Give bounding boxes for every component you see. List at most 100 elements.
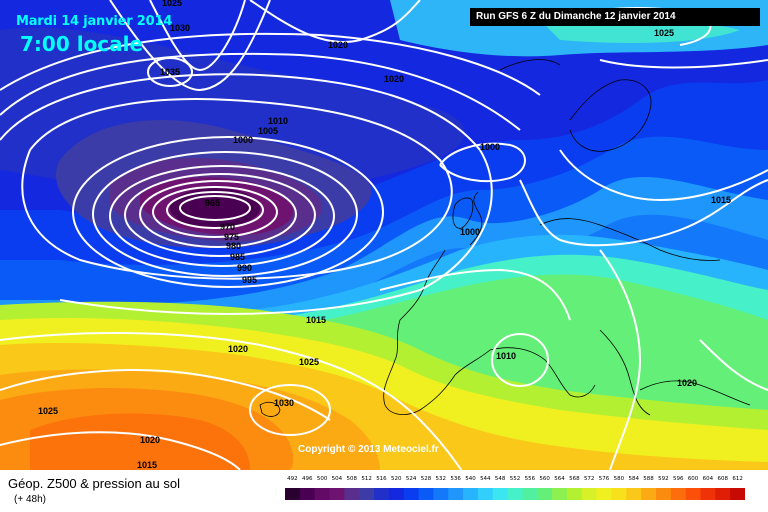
isobars [0, 0, 768, 470]
legend-swatch [463, 488, 479, 500]
legend-swatch [655, 488, 672, 500]
legend-swatch [344, 488, 360, 500]
legend-swatch [611, 488, 627, 500]
forecast-date: Mardi 14 janvier 2014 [16, 14, 173, 29]
legend-swatch [507, 488, 523, 500]
run-info-text: Run GFS 6 Z du Dimanche 12 janvier 2014 [476, 11, 676, 22]
legend-tick-label: 548 [494, 476, 506, 482]
isobar-label: 1020 [140, 435, 160, 445]
legend-tick-label: 536 [450, 476, 461, 482]
isobar-label: 1000 [480, 142, 500, 152]
legend-swatch [374, 488, 390, 500]
isobar-label: 1015 [306, 315, 326, 325]
legend-swatch [522, 488, 538, 500]
isobar-label: 970 [220, 222, 235, 232]
legend-swatch [477, 488, 494, 500]
legend-tick-label: 604 [702, 476, 714, 482]
legend-tick-label: 612 [732, 476, 743, 482]
copyright-text: Copyright © 2013 Meteociel.fr [298, 444, 439, 455]
map-canvas: 1025 1030 1020 1035 1020 1010 1005 1000 … [0, 0, 768, 470]
isobar-label: 1015 [711, 195, 731, 205]
legend-tick-label: 516 [376, 476, 387, 482]
legend-tick-label: 576 [598, 476, 610, 482]
legend-swatch [433, 488, 449, 500]
legend-swatch [314, 488, 331, 500]
isobar-label: 1020 [677, 378, 697, 388]
legend-tick-label: 552 [509, 476, 521, 482]
legend-tick-label: 600 [687, 476, 699, 482]
legend-tick-label: 520 [391, 476, 402, 482]
legend-swatch [581, 488, 598, 500]
legend-tick-label: 572 [583, 476, 595, 482]
run-info-box: Run GFS 6 Z du Dimanche 12 janvier 2014 [470, 8, 760, 26]
legend-tick-label: 532 [435, 476, 447, 482]
isobar-label: 1000 [233, 135, 253, 145]
forecast-time: 7:00 locale [20, 32, 144, 56]
isobar-label: 990 [237, 263, 252, 273]
legend-swatch [596, 488, 612, 500]
isobar-label: 1020 [228, 344, 248, 354]
legend-tick-label: 508 [346, 476, 358, 482]
isobar-label: 1025 [299, 357, 319, 367]
isobar-label: 1005 [258, 126, 278, 136]
isobar-label: 1025 [38, 406, 58, 416]
legend-tick-label: 592 [658, 476, 669, 482]
lead-time: (+ 48h) [14, 494, 46, 505]
legend-tick-label: 560 [539, 476, 550, 482]
legend-tick-label: 496 [302, 476, 313, 482]
legend-swatch [418, 488, 434, 500]
isobar-label: 1010 [268, 116, 288, 126]
isobar-label: 1030 [170, 23, 190, 33]
product-title: Géop. Z500 & pression au sol [8, 476, 180, 491]
legend-swatch [285, 488, 301, 500]
legend-tick-label: 512 [361, 476, 372, 482]
legend-ticks: 492 496 500 504 508 512 516 520 524 528 532 536 540 5… [285, 476, 745, 486]
legend-swatch [403, 488, 420, 500]
legend-swatch [685, 488, 701, 500]
legend-swatch [359, 488, 375, 500]
isobar-labels: 1025 1030 1020 1035 1020 1010 1005 1000 … [38, 0, 731, 470]
isobar-label: 985 [230, 252, 245, 262]
z500-band-17 [30, 413, 250, 470]
legend-tick-label: 584 [628, 476, 639, 482]
color-legend: 492 496 500 504 508 512 516 520 524 528 532 536 540 5… [285, 476, 745, 502]
legend-tick-label: 492 [287, 476, 298, 482]
legend-swatch [388, 488, 405, 500]
legend-tick-label: 588 [643, 476, 654, 482]
isobar-label: 1025 [654, 28, 674, 38]
isobar-label: 1000 [460, 227, 480, 237]
legend-tick-label: 524 [405, 476, 417, 482]
legend-tick-label: 528 [420, 476, 432, 482]
legend-swatch [626, 488, 642, 500]
isobar-label: 1020 [328, 40, 348, 50]
legend-bar [285, 488, 745, 500]
footer-panel: Géop. Z500 & pression au sol (+ 48h) 492… [0, 470, 768, 512]
legend-tick-label: 608 [717, 476, 728, 482]
legend-swatch [566, 488, 583, 500]
isobar-label: 1030 [274, 398, 294, 408]
isobar-label: 995 [242, 275, 257, 285]
legend-tick-label: 540 [465, 476, 476, 482]
isobar-label: 980 [226, 241, 241, 251]
legend-tick-label: 596 [672, 476, 684, 482]
legend-tick-label: 580 [613, 476, 625, 482]
legend-swatch [552, 488, 568, 500]
weather-map: 1025 1030 1020 1035 1020 1010 1005 1000 … [0, 0, 768, 470]
legend-swatch [715, 488, 731, 500]
legend-swatch [492, 488, 509, 500]
legend-swatch [641, 488, 657, 500]
legend-swatch [700, 488, 716, 500]
legend-swatch [730, 488, 745, 500]
z500-low-core [170, 188, 260, 228]
legend-tick-label: 568 [569, 476, 580, 482]
isobar-label: 1010 [496, 351, 516, 361]
legend-swatch [329, 488, 345, 500]
legend-tick-label: 544 [480, 476, 491, 482]
isobar-label: 975 [224, 232, 239, 242]
legend-swatch [299, 488, 316, 500]
legend-tick-label: 564 [554, 476, 565, 482]
isobar-label: 1020 [384, 74, 404, 84]
legend-tick-label: 500 [316, 476, 328, 482]
isobar-label: 965 [205, 198, 220, 208]
